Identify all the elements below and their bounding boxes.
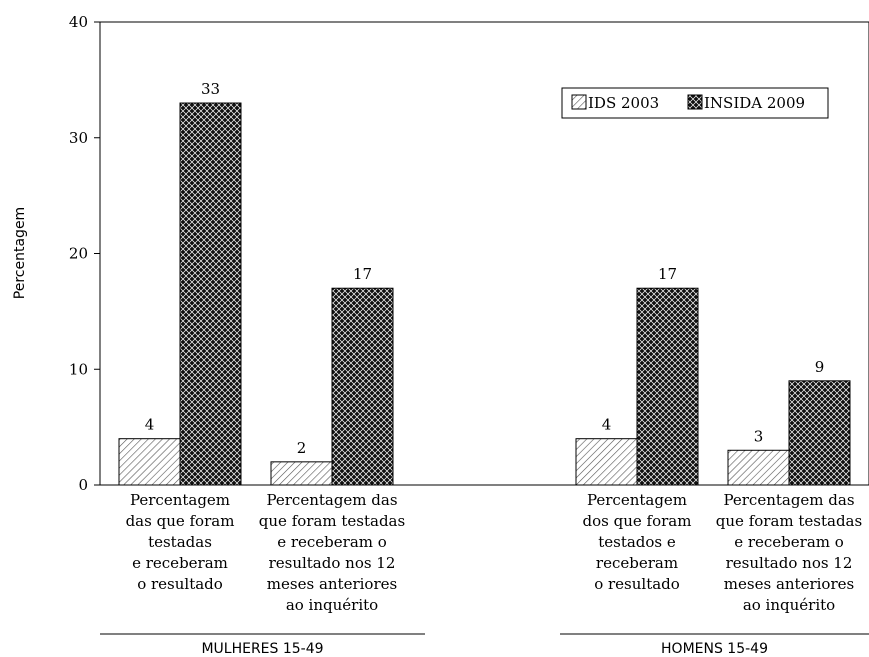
data-label: 33: [201, 80, 220, 98]
y-tick-label: 10: [69, 360, 88, 378]
bar-insida-2009: [179, 102, 242, 486]
category-label: Percentagem das que foram testadas e receb…: [259, 491, 405, 614]
group-labels: MULHERES 15-49 HOMENS 15-49: [100, 633, 869, 657]
bar-ids-2003: [118, 438, 181, 486]
legend-label-insida-2009: INSIDA 2009: [704, 94, 805, 112]
legend-swatch-insida-2009: [687, 94, 703, 110]
bar-ids-2003: [575, 438, 638, 486]
legend-label-ids-2003: IDS 2003: [588, 94, 659, 112]
y-axis-label: Percentagem: [12, 207, 28, 299]
category-label: Percentagem dos que foram testados e recebe…: [583, 491, 692, 593]
bar-ids-2003: [270, 461, 333, 486]
data-label: 17: [658, 265, 677, 283]
data-label: 17: [353, 265, 372, 283]
y-tick-label: 20: [69, 245, 88, 263]
group-label: HOMENS 15-49: [661, 641, 768, 657]
bar-insida-2009: [788, 380, 851, 486]
category-label: Percentagem das que foram testadas e receb…: [716, 491, 862, 614]
legend-swatch-ids-2003: [571, 94, 587, 110]
y-tick-label: 30: [69, 129, 88, 147]
group-label: MULHERES 15-49: [201, 641, 323, 657]
y-axis: 0 10 20 30 40: [69, 13, 100, 494]
category-label: Percentagem das que foram testadas e recebe…: [126, 491, 235, 593]
data-label: 4: [145, 416, 155, 434]
bar-insida-2009: [636, 287, 699, 486]
data-label: 3: [754, 427, 764, 445]
y-tick-label: 40: [69, 13, 88, 31]
data-label: 9: [815, 358, 825, 376]
y-tick-label: 0: [78, 476, 88, 494]
bar-insida-2009: [331, 287, 394, 486]
legend: IDS 2003 INSIDA 2009: [561, 87, 829, 119]
bar-ids-2003: [727, 449, 790, 486]
category-labels: Percentagem das que foram testadas e recebe…: [126, 491, 863, 614]
data-label: 4: [602, 416, 612, 434]
data-label: 2: [297, 439, 307, 457]
